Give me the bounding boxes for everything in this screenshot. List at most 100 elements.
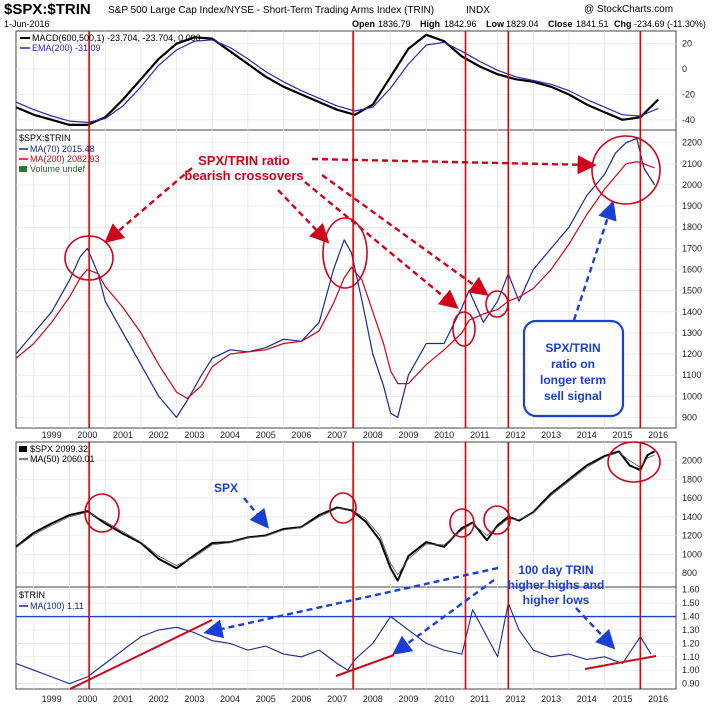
volume-legend-swatch — [19, 166, 27, 172]
x-axis-year-label: 2010 — [434, 694, 454, 704]
spx-legend: $SPX 2099.32 MA(50) 2060.01 — [19, 444, 95, 464]
crossovers-annotation-line1: SPX/TRIN ratio — [198, 153, 290, 168]
ratio-ytick-label: 1500 — [682, 286, 702, 296]
chart-symbol: $SPX:$TRIN — [4, 1, 91, 18]
x-axis-year-label: 2016 — [648, 430, 668, 440]
spx-legend-swatch — [19, 446, 27, 452]
ratio-ytick-label: 900 — [682, 412, 697, 422]
trin-trend-2015 — [584, 655, 657, 670]
chg-value: -234.69 (-11.30%) — [634, 19, 706, 29]
spx-ytick-label: 2000 — [682, 456, 702, 466]
ratio-ytick-label: 1600 — [682, 264, 702, 274]
ratio-legend: $SPX:$TRIN MA(70) 2015.48 MA(200) 2082.9… — [19, 133, 100, 174]
macd-ytick-label: -40 — [682, 115, 695, 125]
x-axis-year-label: 2002 — [149, 430, 169, 440]
spx-ytick-label: 800 — [682, 568, 697, 578]
spx-arrow — [243, 497, 270, 529]
trin-trend-2007 — [335, 654, 395, 677]
ratio-legend-title: $SPX:$TRIN — [19, 133, 71, 143]
volume-legend-text: Volume undef — [30, 164, 86, 174]
trin-ytick-label: 1.10 — [682, 652, 700, 662]
trin-annotation-line2: higher highs and — [508, 578, 605, 592]
x-axis-year-label: 2005 — [256, 430, 276, 440]
y-axis-ticks: 20 0 -20 -40 2200 2100 2000 1900 1800 1700 1600 150… — [682, 39, 702, 689]
spx-ytick-label: 1400 — [682, 512, 702, 522]
x-axis-year-label: 2006 — [291, 430, 311, 440]
chart-exchange: INDX — [466, 5, 490, 16]
trin-ytick-label: 0.90 — [682, 679, 700, 689]
x-axis-year-label: 2013 — [541, 430, 561, 440]
circle-spx-2000 — [84, 493, 120, 533]
ma70-legend-text: MA(70) 2015.48 — [30, 144, 95, 154]
ratio-ytick-label: 1900 — [682, 201, 702, 211]
highlight-circles — [64, 135, 661, 538]
x-axis-year-label: 2000 — [77, 430, 97, 440]
trin-ytick-label: 1.40 — [682, 612, 700, 622]
x-axis-year-label: 2012 — [505, 694, 525, 704]
ratio-ytick-label: 2100 — [682, 159, 702, 169]
x-axis-year-label: 2008 — [363, 430, 383, 440]
macd-legend: MACD(600,500,1) -23.704, -23.704, 0.000 … — [20, 33, 201, 53]
spx-ytick-label: 1600 — [682, 493, 702, 503]
circle-2015-top — [591, 135, 661, 205]
series-lines — [15, 33, 676, 685]
x-axis-ticks: 1999 2000 2001 2002 2003 2004 2005 2006 2007 2008… — [42, 430, 669, 704]
crossovers-annotation-line2: bearish crossovers — [184, 168, 303, 183]
ratio-ytick-label: 2200 — [682, 138, 702, 148]
trin-arrow-2008 — [392, 579, 495, 655]
ratio-ytick-label: 1700 — [682, 243, 702, 253]
trin-annotation-line1: 100 day TRIN — [518, 563, 593, 577]
close-value: 1841.51 — [576, 19, 609, 29]
x-axis-year-label: 2015 — [612, 430, 632, 440]
macd-ytick-label: -20 — [682, 89, 695, 99]
sell-signal-box — [522, 319, 625, 418]
sell-signal-line1: SPX/TRIN — [545, 341, 600, 355]
x-axis-year-label: 2013 — [541, 694, 561, 704]
x-axis-year-label: 2007 — [327, 430, 347, 440]
arrow-to-2007 — [277, 189, 330, 244]
x-axis-year-label: 2003 — [184, 694, 204, 704]
low-value: 1829.04 — [506, 19, 539, 29]
x-axis-year-label: 2011 — [470, 430, 489, 440]
close-label: Close — [548, 19, 573, 29]
trin-legend-title: $TRIN — [19, 590, 45, 600]
x-axis-year-label: 2015 — [612, 694, 632, 704]
x-axis-year-label: 2001 — [113, 430, 133, 440]
x-axis-year-label: 2012 — [505, 430, 525, 440]
trin-panel-frame — [15, 586, 677, 690]
trin-annotation-line3: higher lows — [523, 593, 590, 607]
source-credit: @ StockCharts.com — [584, 4, 673, 15]
ratio-ytick-label: 1200 — [682, 349, 702, 359]
trin-ytick-label: 1.30 — [682, 625, 700, 635]
ratio-series-ma-200- — [15, 161, 655, 399]
trin-legend: $TRIN MA(100) 1.11 — [19, 590, 84, 611]
trin-ytick-label: 1.20 — [682, 638, 700, 648]
circle-2007-top — [322, 217, 368, 289]
x-axis-year-label: 2003 — [184, 430, 204, 440]
macd-panel-frame — [15, 30, 677, 131]
spx-annotation: SPX — [214, 481, 238, 495]
circle-spx-2011 — [449, 508, 475, 538]
chart-description: S&P 500 Large Cap Index/NYSE - Short-Ter… — [108, 5, 434, 16]
trin-trend-2000 — [69, 619, 213, 690]
ema-legend-text: EMA(200) -31.09 — [32, 43, 101, 53]
x-axis-year-label: 1999 — [42, 694, 62, 704]
open-value: 1836.79 — [378, 19, 411, 29]
x-axis-year-label: 2004 — [220, 430, 240, 440]
spx-ytick-label: 1800 — [682, 474, 702, 484]
arrow-to-2000 — [104, 167, 193, 244]
x-axis-year-label: 2007 — [327, 694, 347, 704]
x-axis-year-label: 2014 — [577, 430, 597, 440]
macd-legend-text: MACD(600,500,1) -23.704, -23.704, 0.000 — [32, 33, 201, 43]
sell-signal-line4: sell signal — [544, 389, 602, 403]
x-axis-year-label: 2005 — [256, 694, 276, 704]
macd-series-macd-600-500-1- — [15, 33, 659, 127]
spx-ytick-label: 1000 — [682, 549, 702, 559]
circle-spx-2012 — [483, 505, 511, 535]
ratio-ytick-label: 1400 — [682, 307, 702, 317]
circle-spx-2016 — [607, 441, 661, 483]
spx-series--spx — [15, 450, 656, 582]
ratio-ytick-label: 1800 — [682, 222, 702, 232]
circle-2000-top — [64, 235, 114, 281]
